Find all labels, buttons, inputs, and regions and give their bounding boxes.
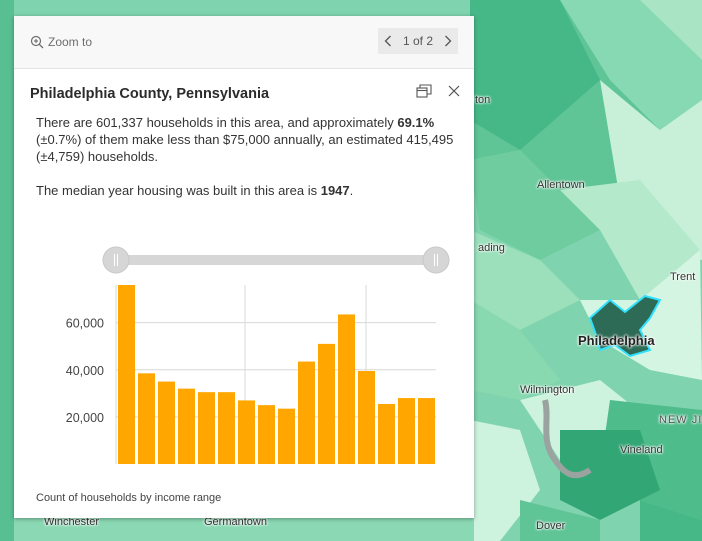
text-segment: . [349,183,354,198]
y-tick-label: 60,000 [66,317,104,331]
percent-value: 69.1% [397,115,435,130]
chevron-right-icon [445,35,452,47]
previous-feature-button[interactable] [384,35,392,47]
bar [378,403,395,464]
chart-caption: Count of households by income range [36,492,222,504]
popup-header: Zoom to 1 of 2 [14,16,474,69]
close-button[interactable] [448,85,460,97]
close-icon [448,85,460,97]
map-label: Trent [670,271,696,283]
bar [198,392,215,464]
text-segment: There are 601,337 households in this are… [36,115,398,130]
zoom-to-label: Zoom to [48,35,93,49]
bar [278,408,295,464]
year-value: 1947 [320,183,350,198]
popup-content: There are 601,337 households in this are… [36,114,456,216]
y-tick-label: 20,000 [66,411,104,425]
text-segment: (±0.7%) of them make less than $75,000 a… [36,132,454,164]
bar [238,400,255,464]
map-label: NEW JI [659,414,702,426]
map-label: Allentown [537,179,585,191]
map-label: Philadelphia [578,333,655,348]
bar [158,381,175,464]
households-paragraph: There are 601,337 households in this are… [36,114,456,165]
bar [298,361,315,464]
map-label: Germantown [204,516,267,528]
bar [358,370,375,464]
slider-max-handle[interactable] [422,246,450,274]
text-segment: The median year housing was built in thi… [36,183,321,198]
map-label: Winchester [44,516,100,528]
bar [178,388,195,464]
bar [138,373,155,464]
housing-paragraph: The median year housing was built in thi… [36,182,456,199]
popup-title: Philadelphia County, Pennsylvania [30,86,270,102]
y-tick-label: 40,000 [66,364,104,378]
bar [318,343,335,464]
bar [258,405,275,464]
feature-popup: Zoom to 1 of 2 Philadelphia County, Penn… [14,16,474,518]
bar [418,398,435,464]
popup-actions [416,84,460,98]
map-label: ton [475,94,491,106]
pager-count: 1 of 2 [402,34,434,48]
income-bar-chart: 20,000 40,000 60,000 [66,246,450,464]
bar [338,314,355,464]
chevron-left-icon [384,35,391,47]
map-label: ading [478,242,505,254]
bar [118,285,135,464]
zoom-in-icon [30,35,44,49]
map-label: Dover [536,520,566,532]
next-feature-button[interactable] [444,35,452,47]
feature-pager: 1 of 2 [378,28,458,54]
bar [218,392,235,464]
dock-icon [416,84,432,98]
map-label: Wilmington [520,384,575,396]
range-slider-track [116,255,436,265]
map-label: Vineland [620,444,663,456]
bar [398,398,415,464]
slider-min-handle[interactable] [102,246,130,274]
zoom-to-button[interactable]: Zoom to [30,32,92,52]
dock-button[interactable] [416,84,432,98]
